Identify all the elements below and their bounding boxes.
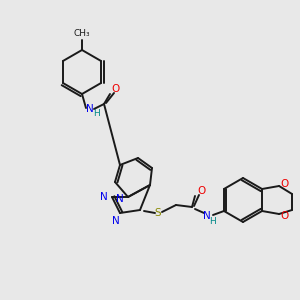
Text: O: O bbox=[280, 179, 288, 189]
Text: N: N bbox=[86, 104, 94, 114]
Text: S: S bbox=[155, 208, 161, 218]
Text: O: O bbox=[280, 211, 288, 221]
Text: N: N bbox=[203, 211, 211, 221]
Text: O: O bbox=[112, 84, 120, 94]
Text: CH₃: CH₃ bbox=[74, 29, 90, 38]
Text: O: O bbox=[197, 186, 205, 196]
Text: H: H bbox=[93, 110, 99, 118]
Text: N: N bbox=[116, 194, 124, 204]
Text: N: N bbox=[100, 192, 108, 202]
Text: N: N bbox=[112, 216, 120, 226]
Text: H: H bbox=[210, 218, 216, 226]
